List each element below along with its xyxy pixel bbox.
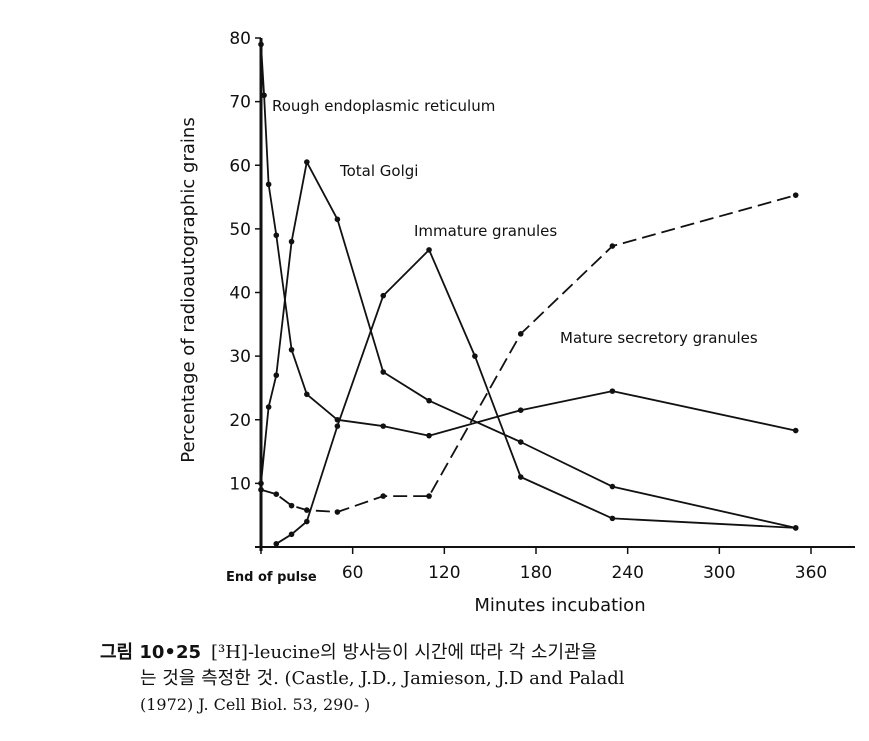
data-point <box>380 493 387 499</box>
data-point <box>792 192 799 198</box>
data-point <box>426 247 432 253</box>
data-point <box>334 416 341 423</box>
data-point <box>273 372 280 379</box>
x-ticks: End of pulse 60 120 180 240 300 360 <box>226 547 827 585</box>
data-point <box>288 531 295 538</box>
data-point <box>517 331 524 337</box>
x-tick-label: 360 <box>795 563 827 583</box>
data-point <box>273 541 280 547</box>
data-point <box>609 483 616 490</box>
figure-caption: 그림 10•25 [³H]-leucine의 방사능이 시간에 따라 각 소기관을… <box>100 640 860 718</box>
annotation-rough-er: Rough endoplasmic reticulum <box>272 97 495 115</box>
data-point <box>304 507 310 513</box>
data-point <box>334 216 341 223</box>
data-point <box>426 493 432 499</box>
data-point <box>380 292 387 299</box>
data-point <box>261 92 267 99</box>
y-tick-label: 40 <box>229 284 251 304</box>
y-tick-label: 80 <box>229 29 251 49</box>
plot-points <box>258 41 799 547</box>
data-point <box>304 518 310 525</box>
data-point <box>265 181 272 188</box>
data-point <box>609 515 616 522</box>
caption-text-1: [³H]-leucine의 방사능이 시간에 따라 각 소기관을 <box>211 642 598 663</box>
data-point <box>304 391 310 398</box>
data-point <box>426 397 432 404</box>
data-point <box>792 427 799 434</box>
annotation-immature-granules: Immature granules <box>414 222 557 240</box>
data-point <box>380 369 387 375</box>
data-point <box>304 159 310 165</box>
x-tick-label: 60 <box>342 563 364 583</box>
data-point <box>609 243 616 249</box>
y-axis-label: Percentage of radioautographic grains <box>178 117 199 462</box>
y-tick-label: 20 <box>229 411 251 431</box>
x-axis-label: Minutes incubation <box>474 595 645 616</box>
data-point <box>265 404 272 410</box>
y-tick-label: 70 <box>229 93 251 113</box>
data-point <box>334 423 341 429</box>
x-tick-label: 180 <box>520 563 552 583</box>
y-tick-label: 50 <box>229 220 251 240</box>
data-point <box>609 388 616 394</box>
figure-number: 그림 10•25 <box>100 642 201 663</box>
data-point <box>380 423 387 429</box>
series-line-0 <box>260 44 796 437</box>
annotation-total-golgi: Total Golgi <box>339 162 418 180</box>
data-point <box>288 346 295 353</box>
y-tick-label: 30 <box>229 347 251 367</box>
data-point <box>426 432 432 439</box>
data-point <box>288 502 295 509</box>
y-tick-label: 60 <box>229 156 251 176</box>
y-ticks: 10 20 30 40 50 60 70 80 <box>229 29 261 494</box>
plot-lines <box>260 44 796 545</box>
series-line-2 <box>275 249 796 545</box>
annotation-mature-secretory-granules: Mature secretory granules <box>560 329 758 347</box>
data-point <box>273 491 280 497</box>
x-tick-label: 120 <box>428 563 460 583</box>
caption-line-3: (1972) J. Cell Biol. 53, 290- ) <box>140 695 371 714</box>
data-point <box>517 474 524 480</box>
data-point <box>273 232 280 239</box>
data-point <box>288 238 295 245</box>
x-tick-label: 300 <box>703 563 735 583</box>
x-tick-label: 240 <box>611 563 643 583</box>
data-point <box>792 525 799 531</box>
data-point <box>472 353 478 359</box>
caption-line-1: 그림 10•25 [³H]-leucine의 방사능이 시간에 따라 각 소기관을 <box>100 640 860 666</box>
x-tick-label: End of pulse <box>226 570 317 585</box>
data-point <box>517 439 524 445</box>
data-point <box>517 407 524 414</box>
series-line-3 <box>260 194 796 513</box>
y-tick-label: 10 <box>229 474 251 494</box>
caption-line-2: 는 것을 측정한 것. (Castle, J.D., Jamieson, J.D… <box>140 668 625 689</box>
data-point <box>334 509 341 515</box>
